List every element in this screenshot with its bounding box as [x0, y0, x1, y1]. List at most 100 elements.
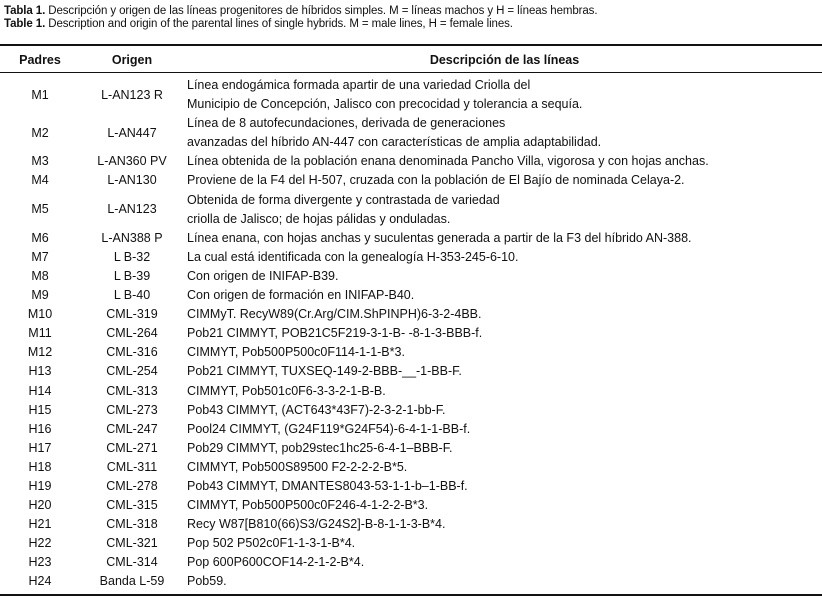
cell-origen: CML-316 — [106, 345, 158, 360]
table-row: M5 L-AN123 Obtenida de forma divergente y … — [0, 191, 822, 229]
cell-descripcion: Con origen de formación en INIFAP-B40. — [184, 286, 822, 305]
cell-descripcion: CIMMyT. RecyW89(Cr.Arg/CIM.ShPINPH)6-3-2… — [184, 305, 822, 324]
cell-origen: CML-247 — [106, 421, 158, 436]
cell-origen: L-AN123 — [107, 202, 157, 217]
cell-origen: L-AN123 R — [101, 87, 163, 102]
caption-text: Description and origin of the parental l… — [48, 18, 513, 30]
table-row: H15 CML-273 Pob43 CIMMYT, (ACT643*43F7)-2-… — [0, 401, 822, 420]
cell-padre: M5 — [31, 202, 49, 217]
table-row: H19 CML-278 Pob43 CIMMYT, DMANTES8043-53-1… — [0, 477, 822, 496]
table-row: M9 L B-40 Con origen de formación en INIFA… — [0, 286, 822, 305]
table-row: M1 L-AN123 R Línea endogámica formada apar… — [0, 71, 822, 114]
description-line: Obtenida de forma divergente y contrasta… — [187, 192, 500, 207]
description-line: avanzadas del híbrido AN-447 con caracte… — [187, 135, 602, 150]
parental-lines-table: Padres Origen Descripción de las líneas … — [0, 48, 822, 592]
cell-origen: CML-319 — [106, 307, 158, 322]
cell-padre: M9 — [31, 288, 49, 303]
caption-label: Table 1. — [4, 18, 46, 30]
table-row: M8 L B-39 Con origen de INIFAP-B39. — [0, 267, 822, 286]
cell-padre: M12 — [27, 345, 53, 360]
description-line: Pob43 CIMMYT, DMANTES8043-53-1-1-b–1-BB-… — [187, 478, 468, 493]
table-row: M4 L-AN130 Proviene de la F4 del H-507, cr… — [0, 171, 822, 190]
table-row: H17 CML-271 Pob29 CIMMYT, pob29stec1hc25-6… — [0, 439, 822, 458]
table-row: H13 CML-254 Pob21 CIMMYT, TUXSEQ-149-2-BBB… — [0, 362, 822, 381]
description-line: criolla de Jalisco; de hojas pálidas y o… — [187, 211, 451, 226]
cell-descripcion: Obtenida de forma divergente y contrasta… — [184, 191, 822, 229]
description-line: Pop 502 P502c0F1-1-3-1-B*4. — [187, 536, 356, 551]
description-line: Municipio de Concepción, Jalisco con pre… — [187, 97, 583, 112]
bottom-rule — [0, 594, 822, 596]
table-row: H22 CML-321 Pop 502 P502c0F1-1-3-1-B*4. — [0, 534, 822, 553]
description-line: Línea endogámica formada apartir de una … — [187, 78, 531, 92]
description-line: CIMMYT, Pob501c0F6-3-3-2-1-B-B. — [187, 383, 386, 398]
cell-origen: CML-318 — [106, 517, 158, 532]
cell-padre: H23 — [28, 555, 52, 570]
cell-padre: M3 — [31, 154, 49, 169]
cell-descripcion: Línea obtenida de la población enana den… — [184, 152, 822, 171]
cell-descripcion: CIMMYT, Pob500P500c0F114-1-1-B*3. — [184, 343, 822, 362]
cell-padre: M6 — [31, 230, 49, 245]
cell-origen: CML-278 — [106, 478, 158, 493]
header-rule — [0, 72, 822, 73]
cell-padre: H18 — [28, 459, 52, 474]
cell-descripcion: Proviene de la F4 del H-507, cruzada con… — [184, 171, 822, 190]
description-line: Pob59. — [187, 574, 227, 589]
description-line: Pop 600P600COF14-2-1-2-B*4. — [187, 555, 365, 570]
cell-descripcion: CIMMYT, Pob500S89500 F2-2-2-2-B*5. — [184, 458, 822, 477]
cell-padre: H13 — [28, 364, 52, 379]
description-line: La cual está identificada con la genealo… — [187, 249, 519, 264]
cell-padre: H16 — [28, 421, 52, 436]
cell-descripcion: CIMMYT, Pob501c0F6-3-3-2-1-B-B. — [184, 382, 822, 401]
caption-spanish: Tabla 1. Descripción y origen de las lín… — [4, 5, 598, 17]
cell-padre: M8 — [31, 268, 49, 283]
cell-origen: CML-313 — [106, 383, 158, 398]
cell-descripcion: Pob43 CIMMYT, DMANTES8043-53-1-1-b–1-BB-… — [184, 477, 822, 496]
cell-descripcion: Pob59. — [184, 572, 822, 591]
table-row: M2 L-AN447 Línea de 8 autofecundaciones, d… — [0, 114, 822, 152]
description-line: Pool24 CIMMYT, (G24F119*G24F54)-6-4-1-1-… — [187, 421, 471, 436]
cell-padre: M2 — [31, 125, 49, 140]
cell-origen: Banda L-59 — [99, 574, 165, 589]
description-line: CIMMYT, Pob500S89500 F2-2-2-2-B*5. — [187, 459, 408, 474]
table-row: H23 CML-314 Pop 600P600COF14-2-1-2-B*4. — [0, 553, 822, 572]
description-line: CIMMYT, Pob500P500c0F114-1-1-B*3. — [187, 345, 405, 360]
cell-descripcion: CIMMYT, Pob500P500c0F246-4-1-2-2-B*3. — [184, 496, 822, 515]
cell-padre: H14 — [28, 383, 52, 398]
cell-origen: CML-271 — [106, 440, 158, 455]
cell-padre: H22 — [28, 536, 52, 551]
cell-padre: H21 — [28, 517, 52, 532]
cell-descripcion: Pob21 CIMMYT, TUXSEQ-149-2-BBB-__-1-BB-F… — [184, 362, 822, 381]
cell-descripcion: Pop 502 P502c0F1-1-3-1-B*4. — [184, 534, 822, 553]
cell-descripcion: Pob29 CIMMYT, pob29stec1hc25-6-4-1–BBB-F… — [184, 439, 822, 458]
cell-descripcion: Línea enana, con hojas anchas y suculent… — [184, 229, 822, 248]
cell-origen: L-AN130 — [107, 173, 157, 188]
caption-label: Tabla 1. — [4, 5, 46, 17]
cell-origen: L B-39 — [113, 268, 151, 283]
table-row: H16 CML-247 Pool24 CIMMYT, (G24F119*G24F54… — [0, 420, 822, 439]
caption-english: Table 1. Description and origin of the p… — [4, 18, 513, 30]
cell-descripcion: Pob21 CIMMYT, POB21C5F219-3-1-B- -8-1-3-… — [184, 324, 822, 343]
description-line: Con origen de INIFAP-B39. — [187, 268, 339, 283]
cell-origen: L-AN360 PV — [97, 154, 167, 169]
table-row: M11 CML-264 Pob21 CIMMYT, POB21C5F219-3-1-… — [0, 324, 822, 343]
table-row: M10 CML-319 CIMMyT. RecyW89(Cr.Arg/CIM.ShP… — [0, 305, 822, 324]
cell-origen: L B-32 — [113, 249, 151, 264]
cell-descripcion: Con origen de INIFAP-B39. — [184, 267, 822, 286]
cell-descripcion: Pop 600P600COF14-2-1-2-B*4. — [184, 553, 822, 572]
cell-origen: L B-40 — [113, 288, 151, 303]
cell-origen: CML-273 — [106, 402, 158, 417]
table-row: H14 CML-313 CIMMYT, Pob501c0F6-3-3-2-1-B-B… — [0, 382, 822, 401]
description-line: Línea obtenida de la población enana den… — [187, 154, 709, 169]
cell-origen: CML-315 — [106, 498, 158, 513]
cell-padre: M1 — [31, 87, 49, 102]
cell-padre: M4 — [31, 173, 49, 188]
header-descripcion: Descripción de las líneas — [429, 52, 580, 67]
table-row: H21 CML-318 Recy W87[B810(66)S3/G24S2]-B-8… — [0, 515, 822, 534]
description-line: CIMMyT. RecyW89(Cr.Arg/CIM.ShPINPH)6-3-2… — [187, 307, 482, 322]
description-line: CIMMYT, Pob500P500c0F246-4-1-2-2-B*3. — [187, 498, 429, 513]
header-padres: Padres — [19, 52, 61, 67]
header-row: Padres Origen Descripción de las líneas — [0, 48, 822, 71]
cell-origen: CML-254 — [106, 364, 158, 379]
description-line: Pob43 CIMMYT, (ACT643*43F7)-2-3-2-1-bb-F… — [187, 402, 446, 417]
cell-origen: CML-314 — [106, 555, 158, 570]
